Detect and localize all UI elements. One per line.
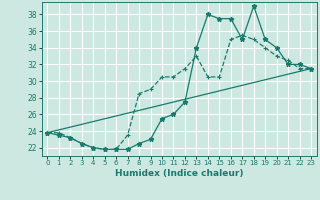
X-axis label: Humidex (Indice chaleur): Humidex (Indice chaleur) — [115, 169, 244, 178]
